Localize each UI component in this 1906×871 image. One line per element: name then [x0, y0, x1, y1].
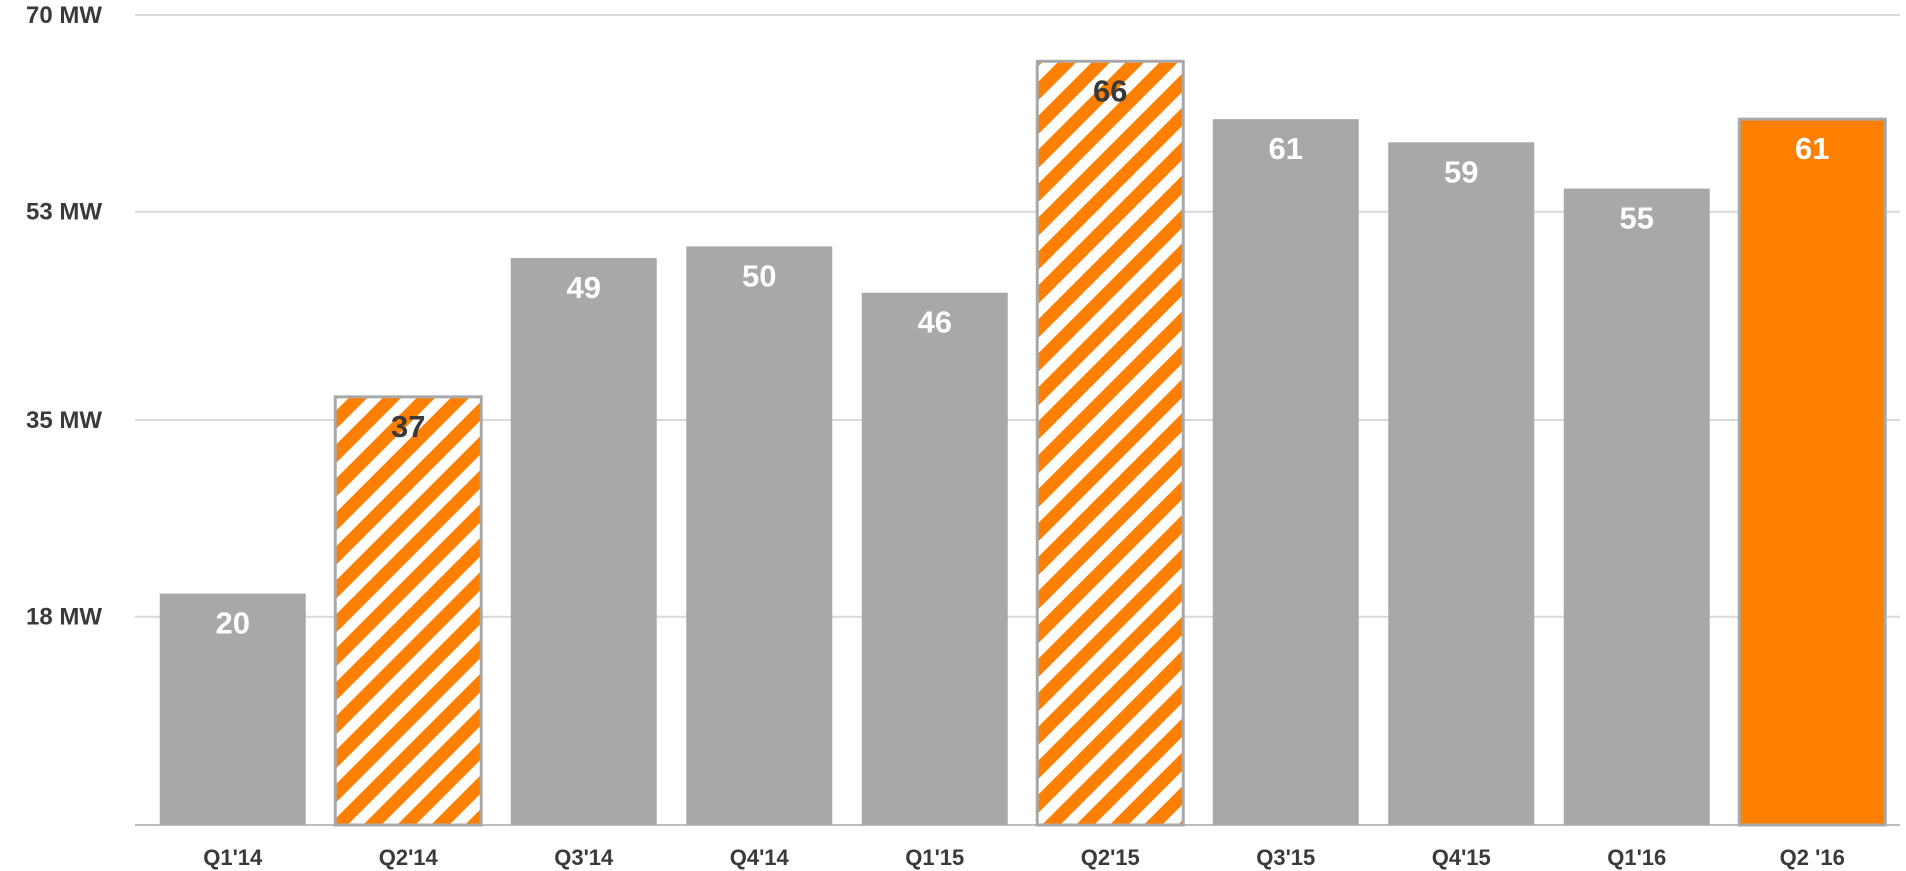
y-tick-label: 53 MW	[26, 199, 102, 226]
y-tick-label: 70 MW	[26, 2, 102, 29]
bar-q216	[1737, 117, 1887, 827]
bar-q414	[686, 246, 833, 825]
bar-q114	[159, 593, 306, 825]
bar-q315	[1212, 119, 1359, 825]
data-labels: 20 37 49 50 46 66 61 59 55 61	[216, 73, 1830, 640]
x-tick-label: Q4'14	[730, 845, 790, 870]
x-tick-label: Q1'16	[1607, 845, 1666, 870]
data-label: 55	[1620, 201, 1654, 236]
bar-q215	[1035, 59, 1185, 827]
x-tick-label: Q2 '16	[1780, 845, 1845, 870]
x-tick-label: Q3'14	[554, 845, 614, 870]
y-tick-label: 35 MW	[26, 407, 102, 434]
x-axis-tick-labels: Q1'14 Q2'14 Q3'14 Q4'14 Q1'15 Q2'15 Q3'15 Q4'15…	[203, 845, 1845, 870]
x-tick-label: Q1'14	[203, 845, 263, 870]
x-tick-label: Q1'15	[905, 845, 964, 870]
y-tick-label: 18 MW	[26, 604, 102, 631]
bar-q415	[1388, 142, 1535, 826]
data-label: 66	[1093, 73, 1127, 108]
bar-q214	[333, 395, 483, 827]
bar-q314	[510, 258, 657, 825]
x-tick-label: Q2'14	[379, 845, 439, 870]
x-tick-label: Q2'15	[1081, 845, 1140, 870]
y-axis-tick-labels: 18 MW 35 MW 53 MW 70 MW	[26, 2, 102, 631]
data-label: 46	[918, 305, 952, 340]
data-label: 61	[1269, 131, 1303, 166]
x-tick-label: Q3'15	[1256, 845, 1315, 870]
data-label: 61	[1795, 131, 1829, 166]
x-tick-label: Q4'15	[1432, 845, 1491, 870]
data-label: 20	[216, 606, 250, 641]
bars	[159, 59, 1887, 827]
bar-q115	[861, 292, 1008, 825]
data-label: 49	[567, 270, 601, 305]
bar-q116	[1563, 188, 1710, 826]
data-label: 37	[391, 409, 425, 444]
data-label: 50	[742, 258, 776, 293]
data-label: 59	[1444, 154, 1478, 189]
